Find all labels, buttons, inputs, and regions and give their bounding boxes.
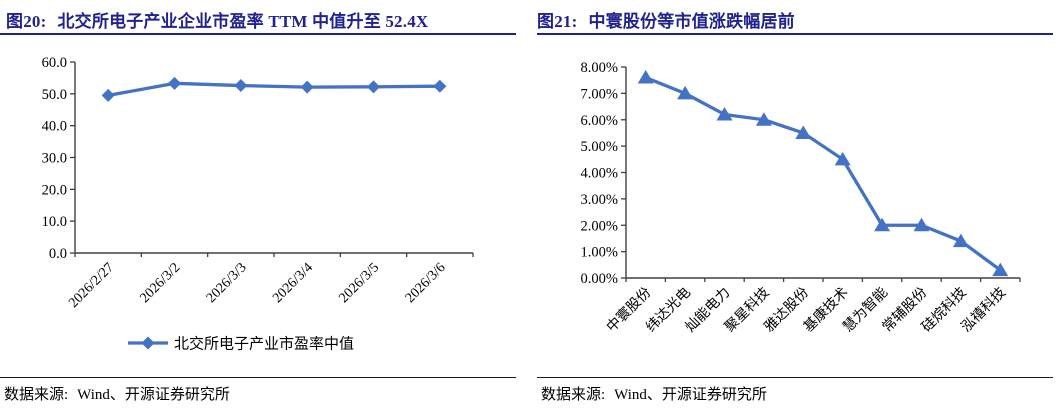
figure-20-caption: 北交所电子产业企业市盈率 TTM 中值升至 52.4X [57, 12, 429, 31]
data-point-marker [834, 151, 851, 166]
data-point-marker [300, 80, 314, 94]
y-axis-label: 60.0 [42, 55, 67, 71]
y-axis-label: 5.00% [581, 139, 618, 155]
x-axis-label: 2026/3/4 [270, 260, 316, 306]
data-point-marker [795, 125, 812, 139]
data-point-marker [755, 112, 772, 126]
legend-label: 北交所电子产业市盈率中值 [174, 335, 354, 353]
figure-21-title-rule [537, 33, 1053, 35]
y-axis-label: 30.0 [42, 151, 67, 167]
figure-20-panel: 图20: 北交所电子产业企业市盈率 TTM 中值升至 52.4X 60.0 50.0… [0, 7, 516, 404]
source-label: 数据来源: [541, 387, 606, 403]
x-axis-label: 2026/3/5 [337, 260, 383, 306]
x-axis-label: 2026/2/27 [66, 260, 117, 311]
x-axis-label: 2026/3/6 [403, 260, 449, 306]
figure-20-source-rule [0, 377, 516, 378]
data-line [106, 81, 442, 98]
y-axis-label: 1.00% [581, 245, 618, 261]
figure-21-caption: 中寰股份等市值涨跌幅居前 [588, 12, 795, 31]
y-axis-label: 3.00% [581, 192, 618, 208]
y-axis-label: 0.00% [581, 271, 618, 287]
x-axis-label: 2026/3/2 [138, 260, 184, 306]
figure-21-number: 图21: [537, 12, 578, 31]
figure-21-source: 数据来源: Wind、开源证券研究所 [541, 383, 767, 404]
source-text: Wind、开源证券研究所 [77, 387, 230, 403]
figure-20-title-rule [0, 33, 516, 35]
y-axis-label: 0.0 [49, 246, 67, 262]
y-axis-label: 8.00% [581, 60, 618, 76]
data-point-marker [101, 88, 115, 102]
source-text: Wind、开源证券研究所 [614, 387, 767, 403]
data-point-marker [637, 70, 654, 84]
data-point-marker [952, 233, 969, 248]
data-point-marker [992, 262, 1009, 277]
data-point-marker [716, 106, 733, 121]
figure-20-source: 数据来源: Wind、开源证券研究所 [4, 383, 230, 404]
legend-marker [141, 336, 155, 350]
data-point-marker [433, 79, 447, 93]
figure-20-number: 图20: [6, 12, 47, 31]
data-point-marker [234, 79, 248, 93]
x-axis-label: 2026/3/3 [204, 260, 250, 306]
figure-21-line-chart: 8.00% 7.00% 6.00% 5.00% 4.00% 3.00% 2.00% 1.00%… [581, 60, 1021, 335]
y-axis-label: 7.00% [581, 86, 618, 102]
figure-21-source-rule [537, 377, 1053, 378]
data-point-marker [367, 80, 380, 94]
data-line [644, 75, 1002, 272]
y-axis-label: 10.0 [42, 214, 67, 230]
data-point-marker [677, 85, 694, 100]
figure-21-panel: 图21: 中寰股份等市值涨跌幅居前 8.00% 7.00% 6.00% 5.00% 4.0… [530, 0, 1060, 414]
y-axis-label: 50.0 [42, 87, 67, 103]
figure-21-title: 图21: 中寰股份等市值涨跌幅居前 [537, 7, 795, 32]
y-axis-label: 40.0 [42, 119, 67, 135]
data-point-marker [168, 76, 181, 90]
data-point-marker [874, 217, 891, 232]
source-label: 数据来源: [4, 387, 69, 403]
y-axis-label: 6.00% [581, 113, 618, 129]
y-axis-label: 4.00% [581, 166, 618, 182]
y-axis-label: 20.0 [42, 182, 67, 198]
figure-20-title: 图20: 北交所电子产业企业市盈率 TTM 中值升至 52.4X [6, 7, 428, 32]
y-axis-label: 2.00% [581, 218, 618, 234]
data-point-marker [913, 217, 930, 232]
